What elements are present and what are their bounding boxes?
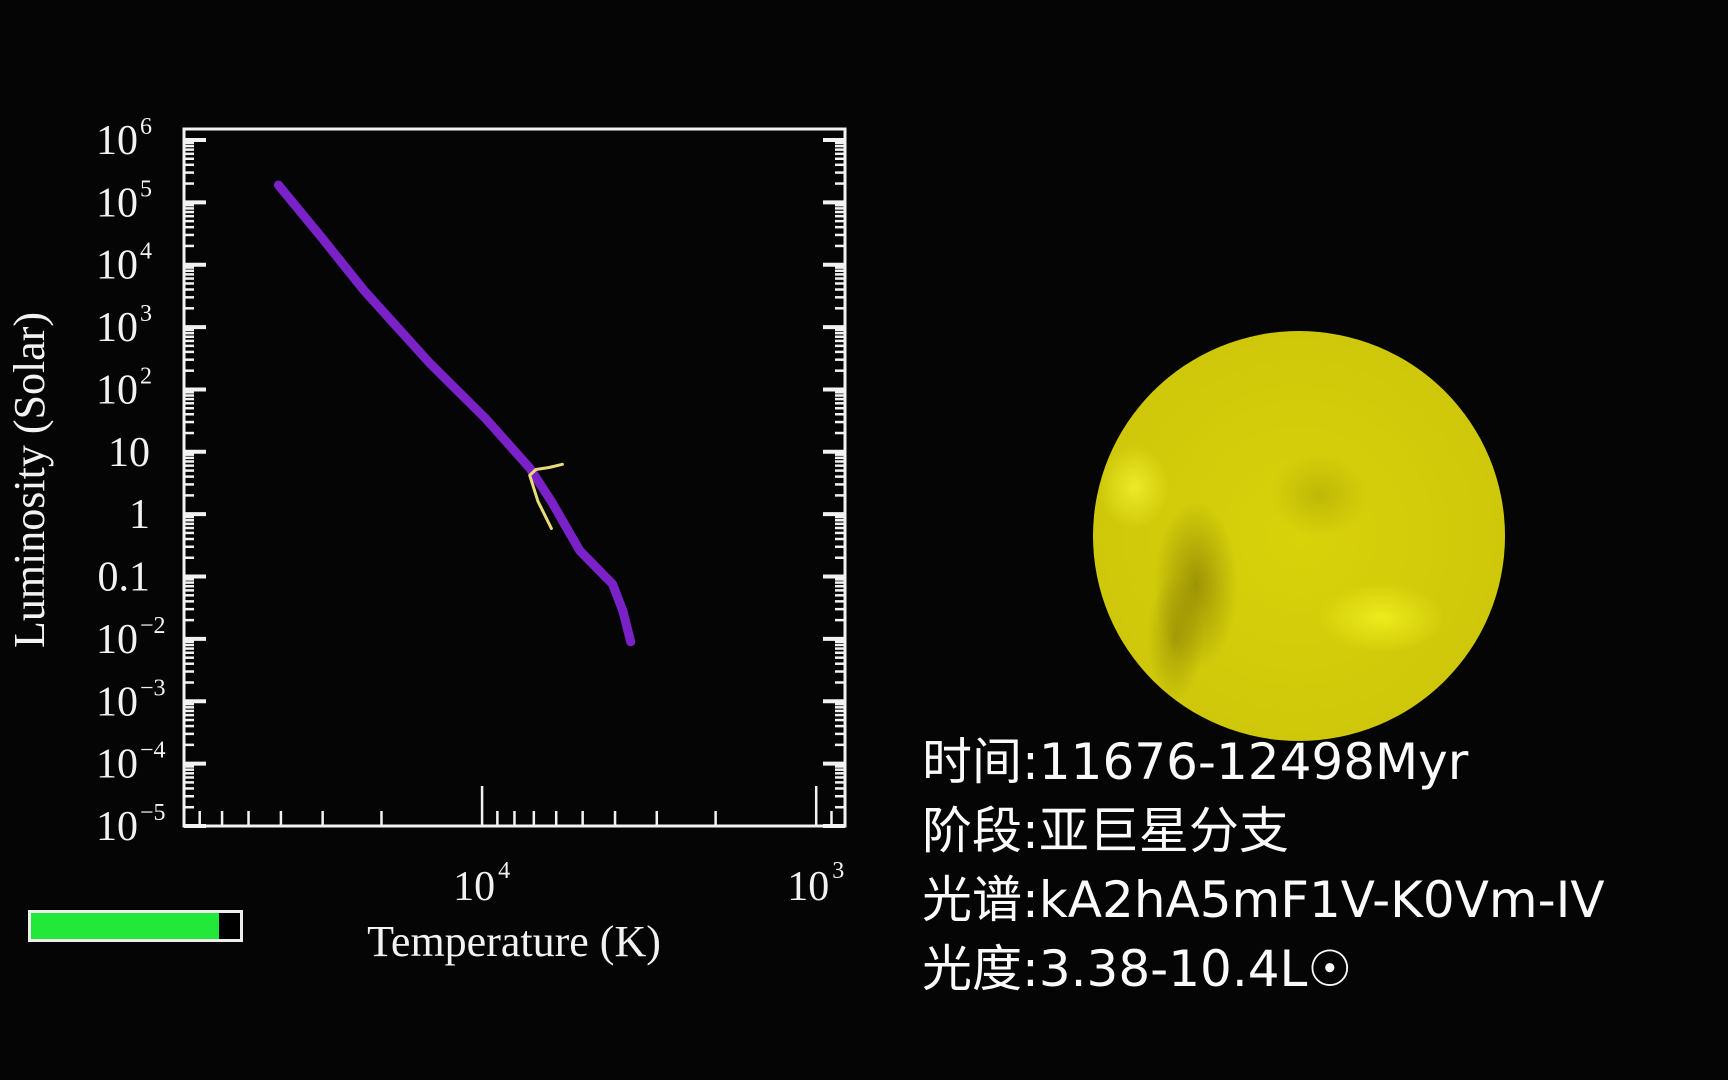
y-axis-label: Luminosity (Solar) [5, 312, 54, 648]
main-sequence-line [273, 180, 636, 647]
y-tick-label: 10 [108, 430, 150, 476]
y-tick-label-exponent: −4 [140, 738, 166, 764]
evolution-track-line [528, 462, 564, 530]
y-tick-label-exponent: 3 [140, 301, 152, 327]
y-tick-label-exponent: −5 [140, 800, 166, 826]
y-tick-label-exponent: −3 [140, 675, 166, 701]
x-tick-label-exponent: 4 [498, 858, 510, 884]
y-tick-label: 10 [96, 118, 138, 164]
y-tick-label-exponent: 2 [140, 363, 152, 389]
y-tick-label: 10 [96, 305, 138, 351]
axis-ticks [184, 137, 845, 828]
y-tick-label-exponent: 6 [140, 114, 152, 140]
y-tick-label: 10 [96, 367, 138, 413]
y-tick-label: 10 [96, 243, 138, 289]
y-tick-label: 1 [129, 492, 150, 538]
x-axis-label: Temperature (K) [367, 917, 661, 966]
y-tick-label: 0.1 [98, 555, 151, 601]
y-tick-label: 10 [96, 180, 138, 226]
x-tick-label-exponent: 3 [832, 858, 844, 884]
y-tick-label-exponent: 4 [140, 239, 152, 265]
luminosity-text: 光度:3.38-10.4L☉ [922, 940, 1353, 998]
star-info-panel: 时间:11676-12498Myr 阶段:亚巨星分支 光谱:kA2hA5mF1V… [922, 728, 1605, 1004]
x-tick-label: 10 [453, 864, 495, 910]
series-group [273, 180, 636, 647]
spectrum-text: 光谱:kA2hA5mF1V-K0Vm-IV [922, 871, 1605, 929]
stage-text: 阶段:亚巨星分支 [922, 802, 1289, 860]
x-tick-labels: 10 4 10 3 [453, 858, 844, 910]
y-tick-label-exponent: 5 [140, 176, 152, 202]
progress-fill [31, 913, 220, 939]
y-tick-label: 10 [96, 617, 138, 663]
y-tick-label: 10 [96, 742, 138, 788]
x-tick-label: 10 [787, 864, 829, 910]
time-text: 时间:11676-12498Myr [922, 733, 1469, 791]
plot-frame [182, 127, 847, 828]
progress-bar [28, 910, 243, 942]
y-tick-label: 10 [96, 804, 138, 850]
y-tick-label: 10 [96, 679, 138, 725]
star-image [1093, 331, 1505, 741]
y-tick-label-exponent: −2 [140, 613, 166, 639]
